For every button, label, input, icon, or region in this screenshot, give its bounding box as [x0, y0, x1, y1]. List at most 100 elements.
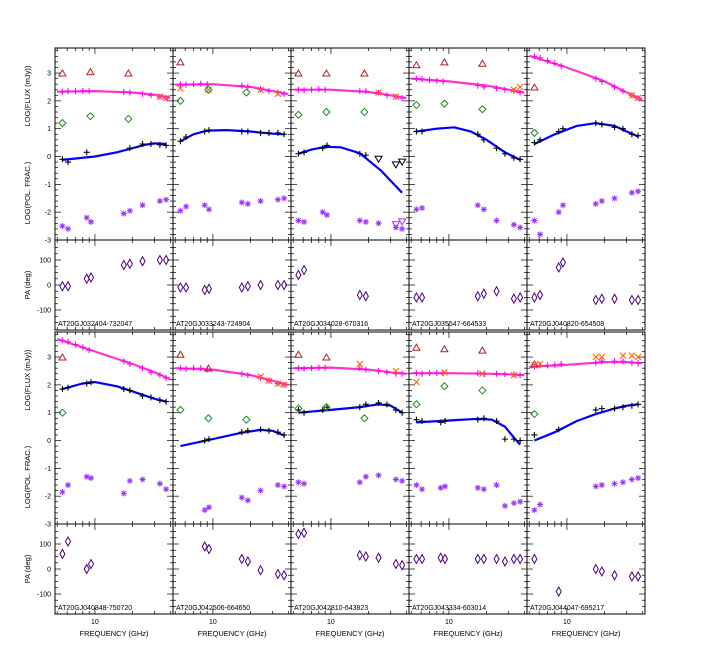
pol-flux-point: [126, 145, 133, 152]
pol-flux-point: [555, 128, 562, 135]
pol-flux-point: [301, 149, 308, 156]
source-name-label: AT20GJ042506-664650: [176, 605, 250, 612]
total-flux-point: [480, 83, 487, 90]
pa-point: [493, 553, 500, 565]
pol-frac-point: [163, 196, 170, 203]
pol-flux-point: [480, 415, 487, 422]
pa-point: [87, 271, 95, 284]
pol-flux-point: [301, 409, 308, 416]
total-flux-point: [474, 82, 481, 89]
pol-flux-point: [517, 156, 524, 163]
total-flux-point: [413, 370, 420, 377]
total-flux-point: [474, 370, 481, 377]
pa-point: [244, 555, 251, 568]
pol-frac-point: [517, 224, 524, 231]
pol-frac-point: [510, 221, 517, 228]
diamond-marker: [242, 88, 251, 97]
total-flux-point: [72, 88, 79, 95]
pa-point: [139, 255, 146, 267]
total-flux-point: [315, 364, 322, 371]
pa-point: [205, 543, 213, 555]
total-flux-point: [419, 370, 426, 377]
total-flux-point: [177, 365, 184, 372]
panel-4: [408, 47, 528, 331]
y-axis-label-flux: LOG(FLUX (mJy)): [23, 349, 32, 410]
pol-flux-point: [295, 150, 302, 157]
pol-frac-point: [323, 211, 330, 218]
y-tick-label: 0: [47, 438, 51, 445]
pol-flux-point: [257, 426, 264, 433]
pol-flux-point: [139, 141, 146, 147]
pol-frac-point: [59, 489, 66, 495]
pol-flux-point: [274, 429, 281, 436]
pa-point: [480, 288, 487, 300]
pol-frac-point: [437, 484, 444, 491]
pol-frac-point: [238, 494, 245, 501]
pol-flux-point: [65, 384, 72, 391]
pol-flux-point: [592, 406, 599, 413]
pol-frac-point: [480, 486, 487, 493]
total-flux-point: [362, 88, 369, 95]
x-tick-label: 10: [91, 619, 99, 626]
total-flux-point: [598, 78, 605, 85]
total-flux-point: [265, 88, 272, 95]
triangle-marker: [86, 67, 95, 76]
pa-point: [126, 258, 133, 270]
pa-point: [635, 570, 642, 583]
pol-frac-point: [392, 224, 399, 231]
pol-flux-point: [265, 427, 272, 434]
pol-flux-point: [480, 136, 487, 143]
y-tick-label: 3: [47, 355, 51, 362]
pa-point: [238, 281, 245, 294]
upper-limit-marker: [397, 158, 407, 167]
pol-frac-point: [592, 483, 599, 490]
cross-marker: [592, 353, 600, 361]
pol-frac-point: [592, 200, 599, 207]
pol-frac-point: [87, 218, 94, 225]
pol-flux-point: [392, 406, 399, 413]
pol-frac-point: [65, 482, 72, 489]
total-flux-point: [611, 83, 618, 90]
pa-point: [555, 585, 562, 598]
pol-flux-point: [183, 134, 190, 141]
y-axis-label-pol: LOG(POL. FRAC.): [23, 445, 32, 508]
pol-flux-point: [635, 401, 642, 408]
pol-flux-point: [59, 156, 66, 163]
pol-flux-point: [474, 131, 481, 138]
flux-panel-frame: [172, 331, 292, 525]
pol-frac-point: [480, 206, 487, 213]
pol-frac-point: [611, 195, 618, 202]
total-flux-point: [315, 86, 322, 93]
pol-flux-point: [537, 136, 544, 143]
pa-point: [531, 553, 538, 565]
cross-marker: [392, 93, 400, 101]
pa-point: [59, 280, 66, 292]
pol-flux-point: [493, 145, 500, 152]
total-flux-point: [619, 358, 626, 365]
total-flux-point: [139, 365, 146, 372]
total-flux-point: [197, 80, 204, 87]
y-axis-label-flux: LOG(FLUX (mJy)): [23, 65, 32, 126]
diamond-marker: [440, 99, 449, 108]
pol-frac-point: [419, 205, 426, 211]
diamond-marker: [204, 85, 213, 94]
total-flux-point: [551, 361, 558, 368]
pol-flux-point: [163, 398, 170, 405]
total-flux-point: [531, 53, 538, 60]
pa-point: [64, 280, 72, 292]
total-flux-point: [510, 371, 517, 378]
total-flux-point: [426, 77, 433, 83]
x-tick-label: 10: [209, 619, 217, 626]
pa-panel-frame: [54, 239, 174, 331]
pol-flux-point: [399, 409, 406, 416]
total-flux-point: [79, 87, 86, 94]
pol-frac-point: [559, 202, 566, 209]
total-flux-point: [517, 372, 524, 379]
total-flux-point: [65, 338, 72, 345]
pol-flux-point: [598, 405, 605, 412]
pa-point: [418, 291, 426, 304]
y-tick-label: 100: [39, 258, 51, 265]
pol-frac-point: [319, 209, 326, 216]
pol-frac-point: [356, 479, 363, 486]
pol-frac-point: [628, 189, 635, 196]
